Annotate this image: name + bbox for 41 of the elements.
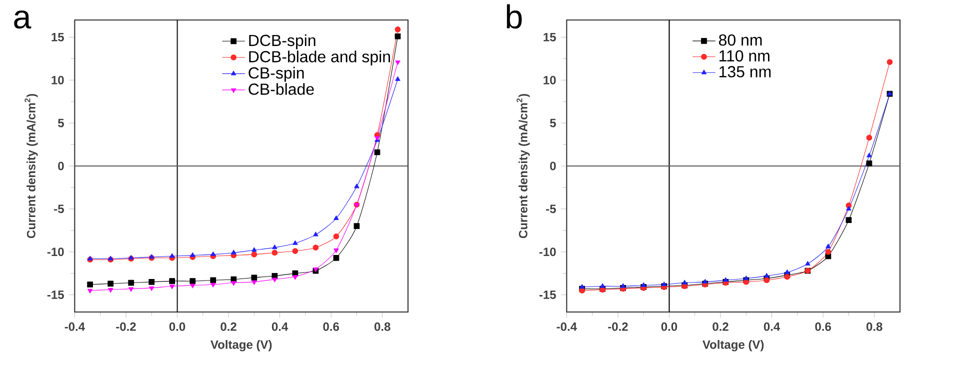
- x-tick-label: 0.2: [220, 322, 236, 331]
- y-tick-label: 10: [544, 76, 556, 84]
- chart-title: a: [14, 10, 32, 28]
- y-tick-label: 15: [52, 32, 64, 42]
- y-tick-label: -15: [47, 290, 64, 299]
- x-tick-label: 0.8: [866, 322, 882, 331]
- y-tick-label: 0: [58, 162, 64, 170]
- x-tick-label: 0.2: [712, 322, 728, 331]
- x-tick-label: -0.4: [64, 322, 85, 331]
- chart-title: b: [506, 4, 522, 28]
- y-tick-label: 15: [544, 32, 556, 42]
- legend-label: DCB-blade and spin: [249, 50, 390, 66]
- y-tick-label: -10: [539, 247, 556, 256]
- legend-label: CB-spin: [248, 66, 304, 82]
- x-tick-label: 0.4: [764, 322, 780, 331]
- y-tick-label: 0: [550, 162, 556, 170]
- y-tick-label: -15: [539, 290, 556, 299]
- x-tick-label: 0.4: [272, 322, 288, 331]
- x-axis-title: Voltage (V): [210, 340, 272, 352]
- x-tick-label: 0.6: [323, 322, 339, 331]
- legend-label: 110 nm: [720, 50, 770, 62]
- x-axis-title: Voltage (V): [702, 340, 764, 352]
- x-tick-label: 0.0: [661, 322, 678, 331]
- legend-label: DCB-spin: [249, 34, 316, 50]
- x-tick-label: 0.6: [815, 322, 831, 331]
- x-tick-label: 0.8: [374, 322, 390, 331]
- y-tick-label: 5: [58, 118, 64, 128]
- x-tick-label: -0.2: [116, 322, 136, 331]
- y-tick-label: -5: [54, 204, 64, 213]
- legend-label: 80 nm: [718, 34, 762, 46]
- x-tick-label: -0.2: [608, 322, 628, 331]
- y-tick-label: 5: [550, 118, 556, 128]
- legend-label: 135 nm: [720, 66, 771, 78]
- y-axis-title: Current density (mA/cm$^{2}$): [516, 94, 530, 238]
- y-tick-label: -10: [47, 247, 64, 256]
- x-tick-label: 0.0: [169, 322, 186, 331]
- y-tick-label: 10: [52, 76, 64, 84]
- y-tick-label: -5: [546, 204, 556, 213]
- x-tick-label: -0.4: [556, 322, 577, 331]
- y-axis-title: Current density (mA/cm$^{2}$): [24, 94, 38, 238]
- legend-label: CB-blade: [248, 82, 314, 95]
